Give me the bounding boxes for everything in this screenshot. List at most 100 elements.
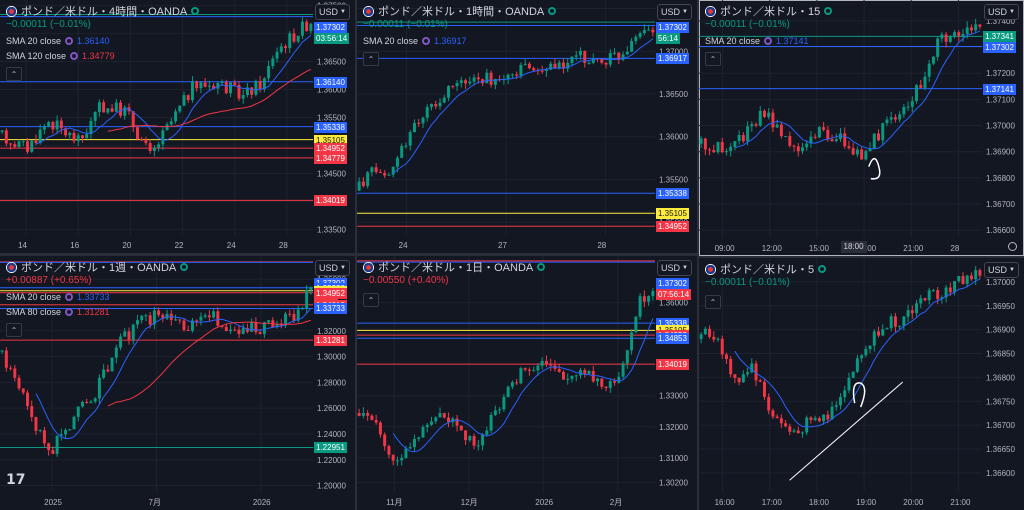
currency-select-button[interactable]: USD ▼ (315, 260, 350, 276)
price-axis-label[interactable]: 1.36917 (656, 53, 689, 65)
candle-body (978, 24, 982, 27)
price-axis-label[interactable]: 1.34019 (656, 359, 689, 371)
collapse-legend-chevron-icon[interactable]: ⌃ (363, 293, 379, 307)
candle-body (152, 310, 156, 325)
price-axis-label[interactable]: 1.33733 (314, 303, 347, 315)
trendline-drawing[interactable] (789, 381, 904, 481)
price-axis-label[interactable]: 1.35338 (656, 188, 689, 200)
indicator-settings-icon[interactable] (65, 307, 74, 316)
symbol-title[interactable]: ポンド／米ドル・1時間・OANDA (378, 6, 545, 18)
price-axis-label[interactable]: 1.34952 (656, 221, 689, 233)
candle-body (957, 32, 961, 37)
symbol-title[interactable]: ポンド／米ドル・5 (720, 264, 815, 276)
candle-body (762, 110, 766, 117)
indicator-legend-row[interactable]: SMA 120 close 1.34779 (6, 50, 199, 61)
price-axis-label[interactable]: 1.31281 (314, 335, 347, 347)
price-axis-label[interactable]: 1.37302 (656, 22, 689, 33)
sma-line[interactable] (734, 30, 981, 150)
price-axis-label[interactable]: 1.35338 (314, 121, 347, 133)
chart-settings-gear-icon[interactable] (1008, 242, 1017, 251)
sma-line[interactable] (107, 319, 312, 407)
indicator-settings-icon[interactable] (764, 36, 773, 45)
candle-body (472, 77, 476, 82)
candle-body (969, 27, 973, 31)
price-axis-label[interactable]: 1.36140 (314, 76, 347, 88)
price-axis-label[interactable]: 1.35105 (656, 208, 689, 220)
price-chart-canvas[interactable]: 1.37000 1.36950 1.36900 1.36850 1.36800 1.367… (699, 258, 1024, 510)
collapse-legend-chevron-icon[interactable]: ⌃ (705, 295, 721, 309)
indicator-legend-row[interactable]: SMA 20 close 1.36917 (363, 35, 556, 46)
chart-panel-2[interactable]: 1.375001.370001.365001.360001.355001.350… (357, 0, 697, 253)
chart-panel-4[interactable]: 1.360001.340001.320001.300001.280001.260… (0, 256, 355, 510)
candle-body (42, 430, 46, 444)
price-label-text: 1.35105 (316, 135, 345, 145)
indicator-settings-icon[interactable] (65, 292, 74, 301)
price-chart-canvas[interactable]: 1.360001.340001.320001.300001.280001.260… (0, 256, 355, 510)
symbol-title[interactable]: ポンド／米ドル・15 (720, 6, 821, 18)
candle-body (834, 139, 838, 142)
price-axis-label[interactable]: 1.37341 (983, 31, 1016, 43)
tradingview-logo[interactable]: 17 (6, 472, 26, 488)
indicator-legend-row[interactable]: SMA 20 close 1.37141 (705, 35, 832, 46)
price-axis-label[interactable]: 1.37302 (314, 22, 347, 33)
indicator-legend-row[interactable]: SMA 20 close 1.36140 (6, 35, 199, 46)
chart-legend: ポンド／米ドル・15 −0.00011 (−0.01%) SMA 20 clos… (705, 4, 833, 66)
symbol-title[interactable]: ポンド／米ドル・4時間・OANDA (21, 6, 188, 18)
price-axis-label[interactable]: 1.34952 (314, 287, 347, 299)
collapse-legend-chevron-icon[interactable]: ⌃ (6, 323, 22, 337)
candle-body (792, 430, 796, 432)
symbol-title-row[interactable]: ポンド／米ドル・1時間・OANDA (363, 4, 557, 18)
indicator-settings-icon[interactable] (65, 36, 74, 45)
y-tick-label: 1.37000 (986, 278, 1015, 287)
symbol-title[interactable]: ポンド／米ドル・1週・OANDA (21, 262, 177, 274)
sma-line[interactable] (107, 68, 312, 132)
price-axis-label[interactable]: 1.34952 (314, 143, 347, 155)
currency-select-button[interactable]: USD ▼ (984, 262, 1019, 278)
indicator-settings-icon[interactable] (422, 36, 431, 45)
price-axis-label[interactable]: 1.37141 (983, 83, 1016, 95)
sma-line[interactable] (35, 34, 312, 145)
candle-body (621, 54, 625, 60)
symbol-title-row[interactable]: ポンド／米ドル・15 (705, 4, 833, 18)
currency-select-button[interactable]: USD ▼ (657, 4, 692, 20)
indicator-settings-icon[interactable] (70, 51, 79, 60)
gbpusd-flag-icon (363, 5, 374, 17)
price-axis-label[interactable]: 1.34779 (314, 152, 347, 164)
collapse-legend-chevron-icon[interactable]: ⌃ (705, 52, 721, 66)
price-chart-canvas[interactable]: 1.374001.373001.372001.371001.370001.369… (699, 0, 1024, 256)
drawing-annotation[interactable] (852, 382, 866, 408)
price-axis-label[interactable]: 1.35338 (656, 318, 689, 330)
collapse-legend-chevron-icon[interactable]: ⌃ (363, 52, 379, 66)
price-axis-label[interactable]: 1.34019 (314, 195, 347, 207)
symbol-title[interactable]: ポンド／米ドル・1日・OANDA (378, 262, 534, 274)
symbol-title-row[interactable]: ポンド／米ドル・1週・OANDA (6, 260, 189, 274)
price-axis-label[interactable]: 1.22951 (314, 442, 347, 454)
candle-body (969, 275, 973, 280)
indicator-legend-row[interactable]: SMA 20 close 1.33733 (6, 291, 188, 302)
sma-line[interactable] (35, 308, 312, 440)
drawing-annotation[interactable] (868, 157, 881, 180)
sma-line[interactable] (392, 318, 654, 453)
chart-panel-5[interactable]: 1.360001.350001.340001.330001.320001.310… (357, 256, 697, 510)
price-axis-label[interactable]: 1.35105 (314, 134, 347, 146)
currency-select-button[interactable]: USD ▼ (657, 260, 692, 276)
candle-body (957, 276, 961, 282)
indicator-legend-row[interactable]: SMA 80 close 1.31281 (6, 306, 188, 317)
currency-select-button[interactable]: USD ▼ (984, 4, 1019, 20)
price-chart-canvas[interactable]: 1.375001.370001.365001.360001.355001.350… (0, 0, 355, 253)
price-axis-label[interactable]: 1.34853 (656, 333, 689, 345)
symbol-title-row[interactable]: ポンド／米ドル・5 (705, 262, 827, 276)
price-label-text: 1.35338 (658, 319, 687, 329)
price-axis-label[interactable]: 1.37302 (656, 278, 689, 289)
chart-panel-1[interactable]: 1.375001.370001.365001.360001.355001.350… (0, 0, 355, 253)
currency-select-button[interactable]: USD ▼ (315, 4, 350, 20)
chart-panel-6[interactable]: 1.37000 1.36950 1.36900 1.36850 1.36800 1.367… (699, 258, 1024, 510)
collapse-legend-chevron-icon[interactable]: ⌃ (6, 67, 22, 81)
sma-line[interactable] (734, 278, 981, 428)
candle-body (102, 102, 106, 113)
chart-panel-3[interactable]: 1.374001.373001.372001.371001.370001.369… (699, 0, 1024, 256)
sma-line[interactable] (392, 38, 654, 174)
price-axis-label[interactable]: 1.37302 (983, 41, 1016, 53)
symbol-title-row[interactable]: ポンド／米ドル・4時間・OANDA (6, 4, 200, 18)
symbol-title-row[interactable]: ポンド／米ドル・1日・OANDA (363, 260, 546, 274)
